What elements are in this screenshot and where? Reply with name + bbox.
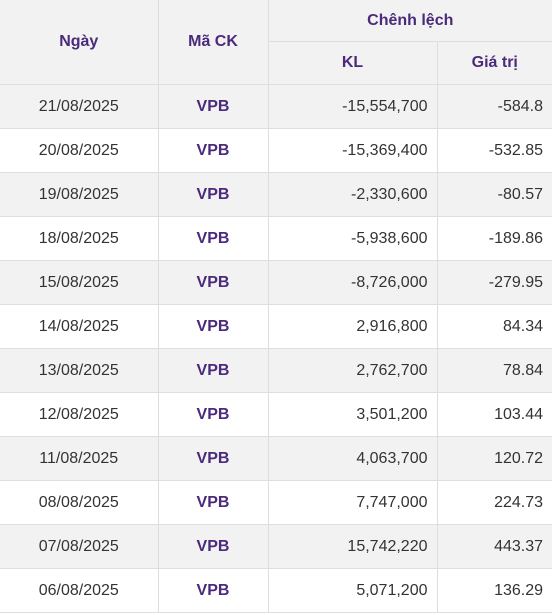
volume-cell: -5,938,600	[267, 216, 438, 261]
code-cell: VPB	[157, 348, 269, 393]
value-cell: -279.95	[436, 260, 552, 305]
date-cell: 19/08/2025	[0, 172, 159, 217]
code-cell: VPB	[157, 260, 269, 305]
value-cell: -80.57	[436, 172, 552, 217]
code-cell: VPB	[157, 304, 269, 349]
code-cell: VPB	[157, 172, 269, 217]
value-cell: 136.29	[436, 568, 552, 613]
table-row: 19/08/2025 VPB -2,330,600 -80.57	[0, 172, 552, 217]
date-cell: 20/08/2025	[0, 128, 159, 173]
code-cell: VPB	[157, 392, 269, 437]
volume-cell: -15,369,400	[267, 128, 438, 173]
date-cell: 07/08/2025	[0, 524, 159, 569]
table-row: 21/08/2025 VPB -15,554,700 -584.8	[0, 84, 552, 129]
volume-cell: 3,501,200	[267, 392, 438, 437]
volume-cell: 7,747,000	[267, 480, 438, 525]
table-row: 11/08/2025 VPB 4,063,700 120.72	[0, 436, 552, 481]
table-body: 21/08/2025 VPB -15,554,700 -584.8 20/08/2025…	[0, 84, 552, 613]
date-cell: 14/08/2025	[0, 304, 159, 349]
code-column-header: Mã CK	[157, 0, 269, 85]
volume-cell: -15,554,700	[267, 84, 438, 129]
value-cell: 224.73	[436, 480, 552, 525]
value-cell: -532.85	[436, 128, 552, 173]
code-cell: VPB	[157, 436, 269, 481]
date-cell: 13/08/2025	[0, 348, 159, 393]
table-row: 07/08/2025 VPB 15,742,220 443.37	[0, 524, 552, 569]
volume-cell: 4,063,700	[267, 436, 438, 481]
table-row: 12/08/2025 VPB 3,501,200 103.44	[0, 392, 552, 437]
code-cell: VPB	[157, 568, 269, 613]
value-cell: -584.8	[436, 84, 552, 129]
code-cell: VPB	[157, 480, 269, 525]
table-header: Ngày Mã CK Chênh lệch KL Giá trị	[0, 0, 552, 85]
value-cell: 443.37	[436, 524, 552, 569]
date-cell: 15/08/2025	[0, 260, 159, 305]
date-cell: 18/08/2025	[0, 216, 159, 261]
table-row: 15/08/2025 VPB -8,726,000 -279.95	[0, 260, 552, 305]
table-row: 20/08/2025 VPB -15,369,400 -532.85	[0, 128, 552, 173]
value-cell: 78.84	[436, 348, 552, 393]
volume-cell: 2,916,800	[267, 304, 438, 349]
value-cell: 120.72	[436, 436, 552, 481]
table-row: 08/08/2025 VPB 7,747,000 224.73	[0, 480, 552, 525]
volume-column-header: KL	[268, 41, 438, 85]
table-row: 06/08/2025 VPB 5,071,200 136.29	[0, 568, 552, 613]
volume-cell: 15,742,220	[267, 524, 438, 569]
code-cell: VPB	[157, 524, 269, 569]
code-cell: VPB	[157, 216, 269, 261]
date-cell: 06/08/2025	[0, 568, 159, 613]
volume-cell: -8,726,000	[267, 260, 438, 305]
date-column-header: Ngày	[0, 0, 159, 85]
value-column-header: Giá trị	[436, 41, 552, 85]
date-cell: 21/08/2025	[0, 84, 159, 129]
table-row: 18/08/2025 VPB -5,938,600 -189.86	[0, 216, 552, 261]
difference-group-header: Chênh lệch	[267, 0, 552, 42]
value-cell: -189.86	[436, 216, 552, 261]
date-cell: 11/08/2025	[0, 436, 159, 481]
date-cell: 08/08/2025	[0, 480, 159, 525]
volume-cell: -2,330,600	[267, 172, 438, 217]
table-row: 14/08/2025 VPB 2,916,800 84.34	[0, 304, 552, 349]
code-cell: VPB	[157, 128, 269, 173]
table-row: 13/08/2025 VPB 2,762,700 78.84	[0, 348, 552, 393]
volume-cell: 2,762,700	[267, 348, 438, 393]
date-cell: 12/08/2025	[0, 392, 159, 437]
value-cell: 84.34	[436, 304, 552, 349]
code-cell: VPB	[157, 84, 269, 129]
value-cell: 103.44	[436, 392, 552, 437]
volume-cell: 5,071,200	[267, 568, 438, 613]
